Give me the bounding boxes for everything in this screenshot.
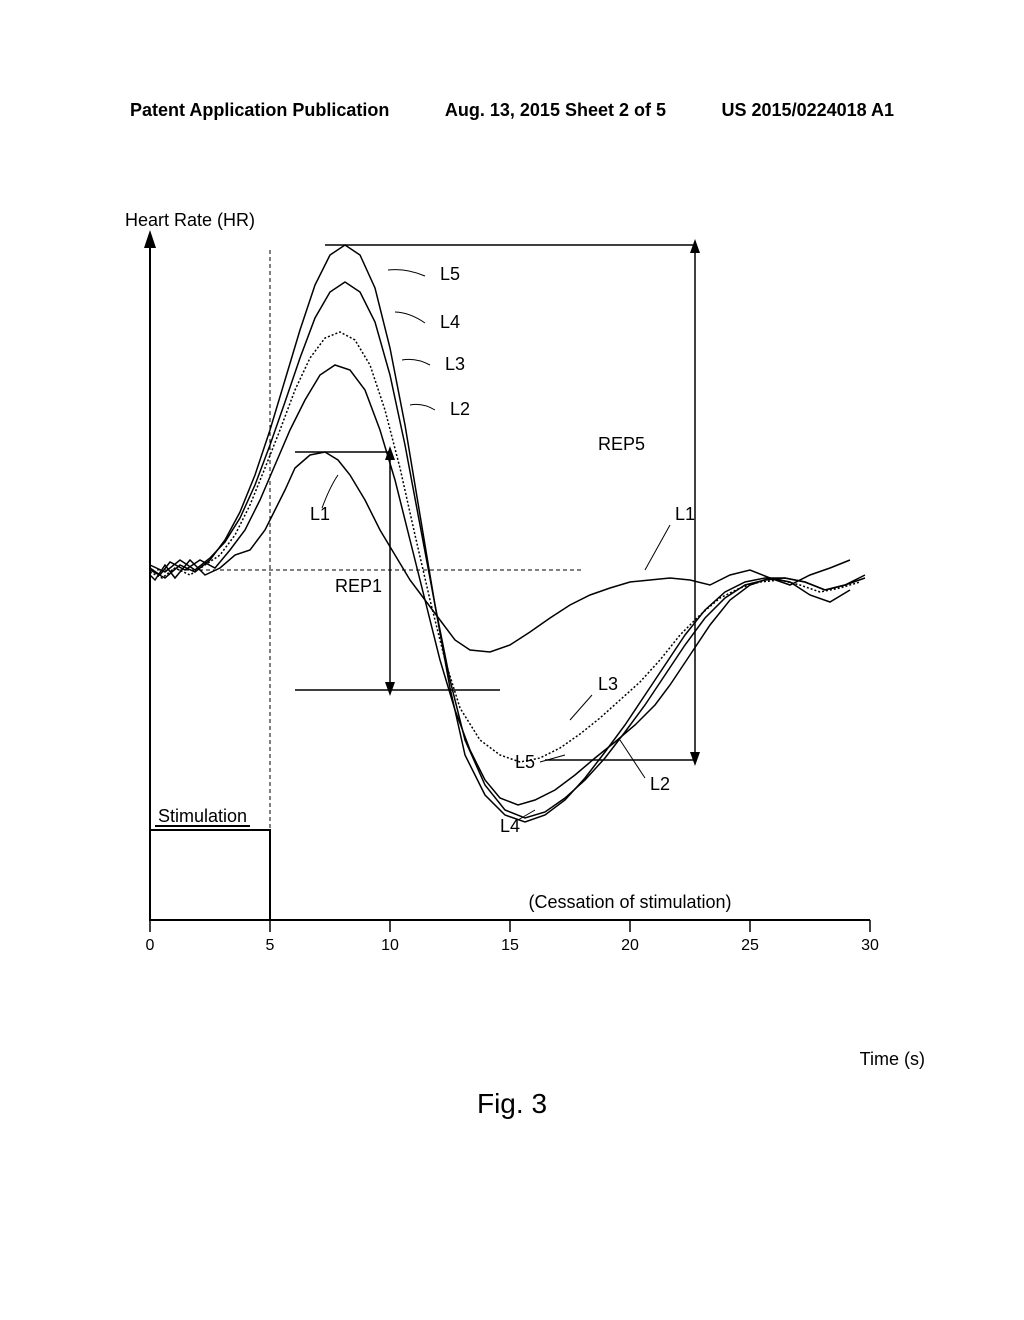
stimulation-box bbox=[150, 830, 270, 920]
figure-caption: Fig. 3 bbox=[0, 1088, 1024, 1120]
svg-text:20: 20 bbox=[621, 937, 639, 954]
svg-text:5: 5 bbox=[266, 937, 275, 954]
header-center: Aug. 13, 2015 Sheet 2 of 5 bbox=[445, 100, 666, 121]
curve-L3 bbox=[150, 332, 860, 762]
x-ticks-group: 0 5 10 15 20 25 30 bbox=[146, 920, 879, 954]
svg-text:L2: L2 bbox=[650, 774, 670, 794]
page-header: Patent Application Publication Aug. 13, … bbox=[0, 100, 1024, 121]
svg-text:15: 15 bbox=[501, 937, 519, 954]
svg-text:L5: L5 bbox=[440, 264, 460, 284]
svg-text:25: 25 bbox=[741, 937, 759, 954]
svg-text:30: 30 bbox=[861, 937, 879, 954]
rep5-label: REP5 bbox=[598, 434, 645, 454]
svg-text:10: 10 bbox=[381, 937, 399, 954]
y-axis-arrow bbox=[144, 230, 156, 248]
svg-text:L4: L4 bbox=[440, 312, 460, 332]
x-axis-label: Time (s) bbox=[860, 1049, 925, 1070]
stimulation-label: Stimulation bbox=[158, 806, 247, 826]
y-axis-label: Heart Rate (HR) bbox=[125, 210, 255, 231]
svg-text:L4: L4 bbox=[500, 816, 520, 836]
cessation-label: (Cessation of stimulation) bbox=[528, 892, 731, 912]
svg-text:0: 0 bbox=[146, 937, 155, 954]
rep1-label: REP1 bbox=[335, 576, 382, 596]
chart-svg: 0 5 10 15 20 25 30 Stimulation (Cessation of s… bbox=[130, 220, 890, 980]
svg-text:L2: L2 bbox=[450, 399, 470, 419]
svg-text:L3: L3 bbox=[598, 674, 618, 694]
svg-text:L5: L5 bbox=[515, 752, 535, 772]
chart-container: Heart Rate (HR) 051015202530 Stimulation… bbox=[130, 220, 890, 1020]
rep1-bracket bbox=[295, 446, 500, 696]
header-left: Patent Application Publication bbox=[130, 100, 389, 121]
curve-L5 bbox=[150, 245, 865, 822]
curve-L4 bbox=[150, 282, 865, 818]
header-right: US 2015/0224018 A1 bbox=[722, 100, 894, 121]
svg-text:L1: L1 bbox=[675, 504, 695, 524]
svg-text:L1: L1 bbox=[310, 504, 330, 524]
lower-labels-group: L1 L3 L5 L2 L4 bbox=[500, 504, 695, 836]
curve-L1 bbox=[150, 452, 850, 652]
curves-group bbox=[150, 245, 865, 822]
svg-text:L3: L3 bbox=[445, 354, 465, 374]
rep5-bracket bbox=[325, 239, 700, 766]
